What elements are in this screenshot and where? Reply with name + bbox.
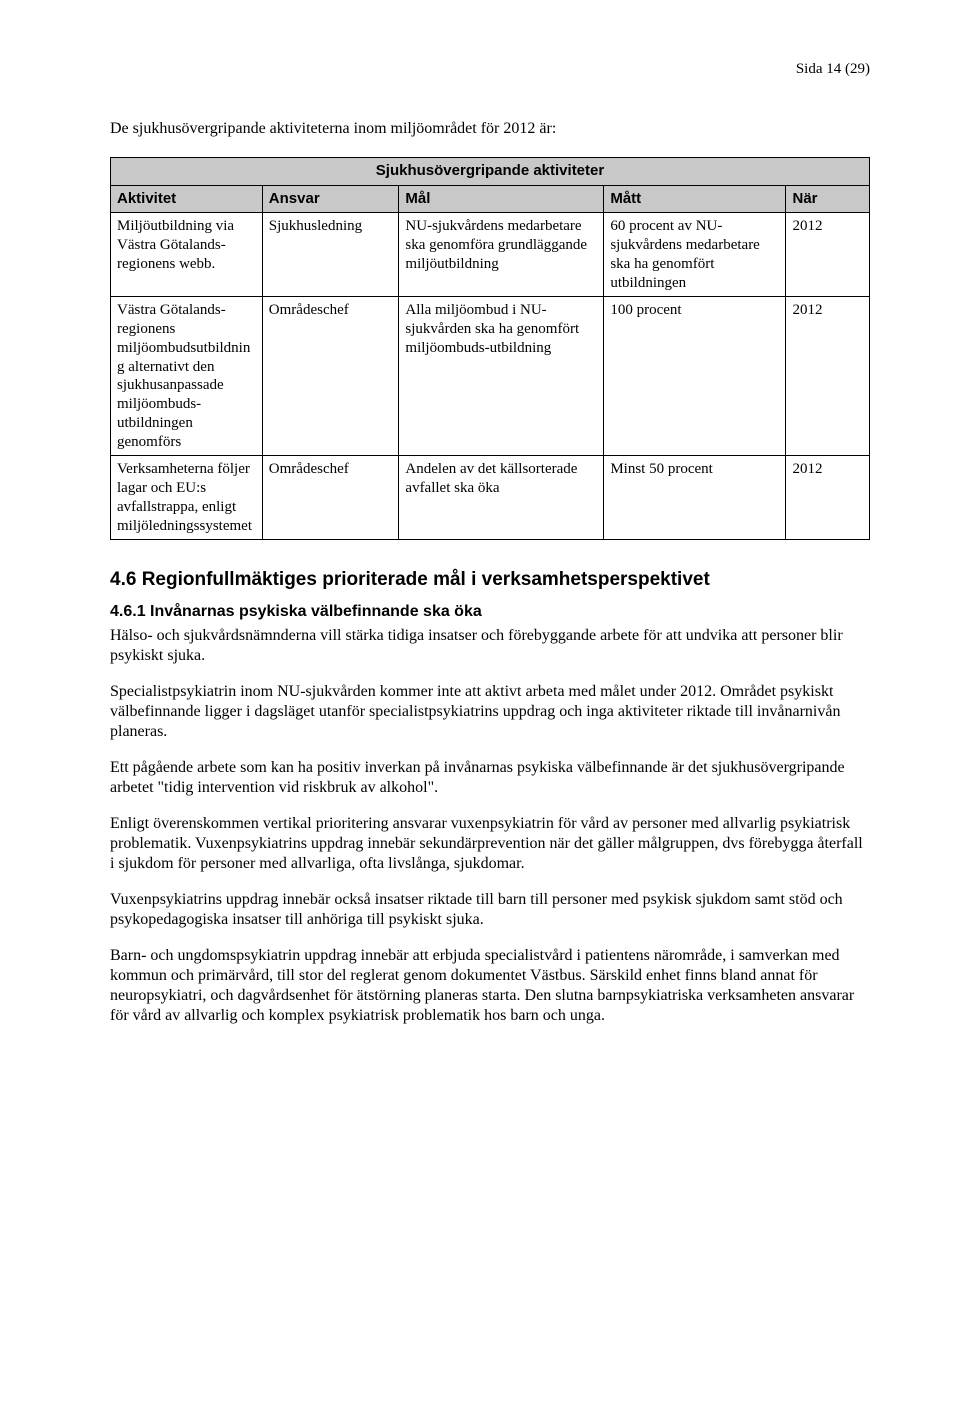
body-paragraph: Hälso- och sjukvårdsnämnderna vill stärk… [110, 626, 870, 666]
cell-nar: 2012 [786, 456, 870, 540]
cell-mal: Andelen av det källsorterade avfallet sk… [399, 456, 604, 540]
body-paragraph: Vuxenpsykiatrins uppdrag innebär också i… [110, 890, 870, 930]
cell-matt: 60 procent av NU-sjukvårdens medarbetare… [604, 213, 786, 297]
cell-aktivitet: Västra Götalands-regionens miljöombudsut… [111, 297, 263, 456]
col-header-ansvar: Ansvar [262, 185, 399, 213]
body-paragraph: Enligt överenskommen vertikal prioriteri… [110, 814, 870, 874]
cell-nar: 2012 [786, 297, 870, 456]
cell-aktivitet: Verksamheterna följer lagar och EU:s avf… [111, 456, 263, 540]
section-heading: 4.6 Regionfullmäktiges prioriterade mål … [110, 568, 870, 592]
col-header-mal: Mål [399, 185, 604, 213]
subsection-heading: 4.6.1 Invånarnas psykiska välbefinnande … [110, 602, 870, 622]
page-number: Sida 14 (29) [110, 60, 870, 79]
intro-paragraph: De sjukhusövergripande aktiviteterna ino… [110, 119, 870, 139]
cell-ansvar: Områdeschef [262, 456, 399, 540]
table-banner: Sjukhusövergripande aktiviteter [111, 157, 870, 185]
table-row: Västra Götalands-regionens miljöombudsut… [111, 297, 870, 456]
cell-matt: 100 procent [604, 297, 786, 456]
table-row: Verksamheterna följer lagar och EU:s avf… [111, 456, 870, 540]
cell-ansvar: Sjukhusledning [262, 213, 399, 297]
body-paragraph: Specialistpsykiatrin inom NU-sjukvården … [110, 682, 870, 742]
col-header-nar: När [786, 185, 870, 213]
cell-ansvar: Områdeschef [262, 297, 399, 456]
cell-mal: Alla miljöombud i NU-sjukvården ska ha g… [399, 297, 604, 456]
body-paragraph: Barn- och ungdomspsykiatrin uppdrag inne… [110, 946, 870, 1026]
cell-mal: NU-sjukvårdens medarbetare ska genomföra… [399, 213, 604, 297]
col-header-aktivitet: Aktivitet [111, 185, 263, 213]
col-header-matt: Mått [604, 185, 786, 213]
cell-nar: 2012 [786, 213, 870, 297]
body-paragraph: Ett pågående arbete som kan ha positiv i… [110, 758, 870, 798]
activities-table: Sjukhusövergripande aktiviteter Aktivite… [110, 157, 870, 541]
table-row: Miljöutbildning via Västra Götalands-reg… [111, 213, 870, 297]
cell-matt: Minst 50 procent [604, 456, 786, 540]
cell-aktivitet: Miljöutbildning via Västra Götalands-reg… [111, 213, 263, 297]
